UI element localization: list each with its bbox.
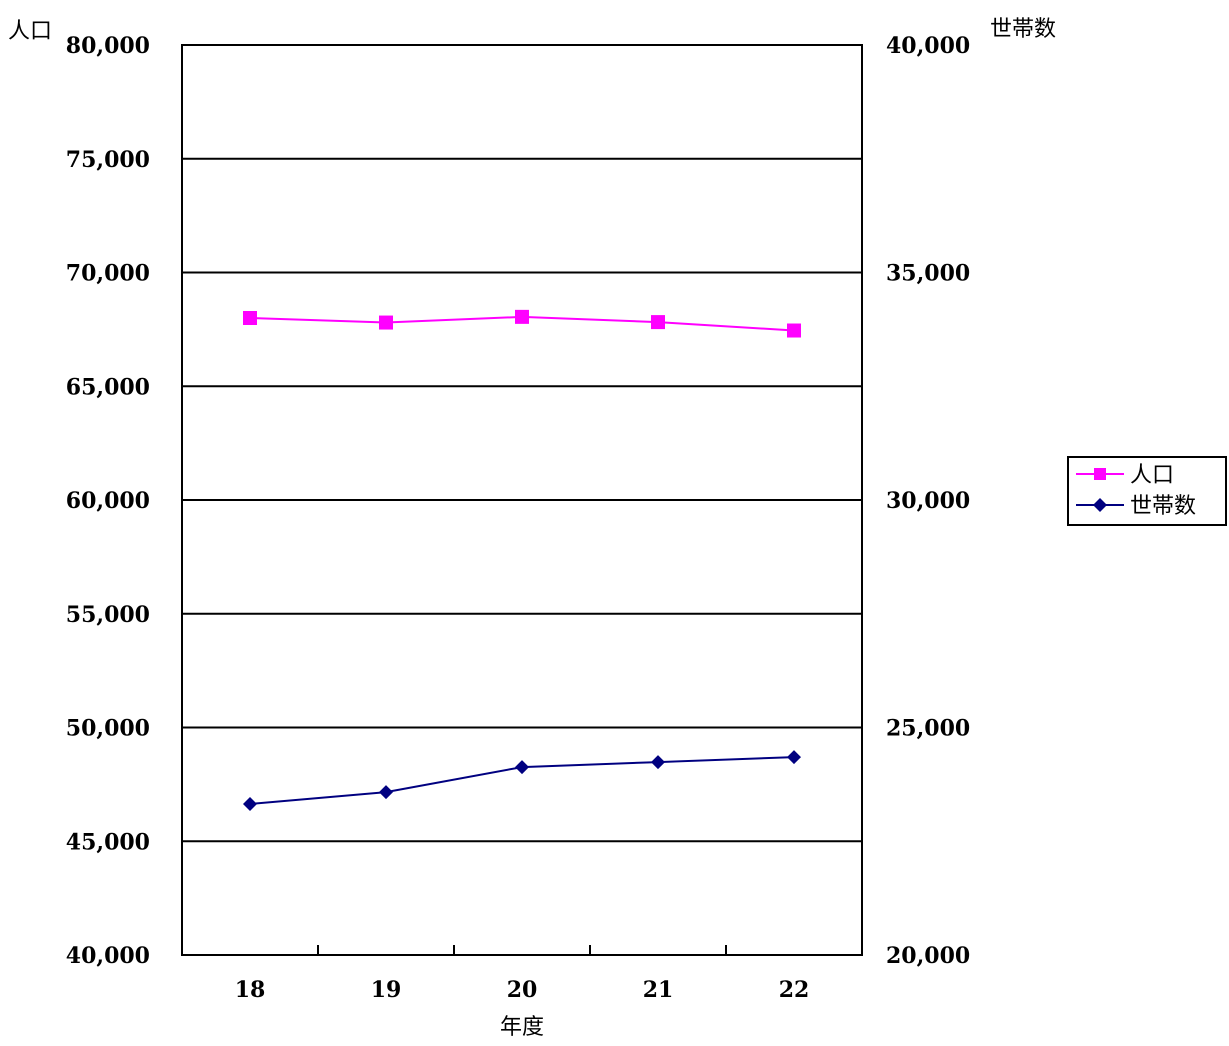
x-tick-label: 22	[779, 977, 810, 1003]
legend-marker-households	[1093, 498, 1107, 512]
series	[243, 309, 801, 811]
x-tick-label: 19	[371, 977, 402, 1003]
y-left-tick-label: 50,000	[66, 716, 150, 742]
legend: 人口 世帯数	[1067, 456, 1227, 526]
legend-label-population: 人口	[1130, 463, 1174, 488]
y-axis-right-tick-labels: 20,000 25,000 30,000 35,000 40,000	[886, 33, 970, 969]
y-right-tick-label: 40,000	[886, 33, 970, 59]
y-left-tick-label: 55,000	[66, 602, 150, 628]
y-right-tick-label: 25,000	[886, 716, 970, 742]
y-left-tick-label: 75,000	[66, 147, 150, 173]
y-left-tick-label: 45,000	[66, 829, 150, 855]
data-point-population	[787, 323, 801, 338]
y-right-tick-label: 30,000	[886, 488, 970, 514]
x-tick-label: 20	[507, 977, 538, 1003]
x-axis-tick-labels: 18 19 20 21 22	[235, 977, 810, 1003]
y-axis-left-title: 人口	[8, 19, 52, 44]
data-point-households	[515, 760, 529, 775]
x-tick-label: 18	[235, 977, 266, 1003]
data-point-population	[243, 311, 257, 325]
data-point-population	[651, 315, 665, 330]
y-right-tick-label: 35,000	[886, 261, 970, 287]
y-axis-left-tick-labels: 40,000 45,000 50,000 55,000 60,000 65,000 70,0…	[66, 33, 150, 969]
y-left-tick-label: 70,000	[66, 261, 150, 287]
data-point-households	[379, 785, 393, 800]
gridlines	[182, 44, 862, 956]
data-point-population	[379, 315, 393, 330]
data-point-population	[515, 309, 529, 324]
y-left-tick-label: 40,000	[66, 943, 150, 969]
x-axis-title: 年度	[500, 1015, 544, 1040]
data-point-households	[243, 796, 257, 811]
plot-area-border	[181, 44, 863, 956]
y-left-tick-label: 80,000	[66, 33, 150, 59]
y-left-tick-label: 65,000	[66, 374, 150, 400]
y-axis-right-title: 世帯数	[990, 17, 1056, 42]
data-point-households	[787, 750, 801, 765]
data-point-households	[651, 755, 665, 770]
x-tick-label: 21	[643, 977, 674, 1003]
y-right-tick-label: 20,000	[886, 943, 970, 969]
legend-marker-population	[1094, 468, 1106, 480]
legend-label-households: 世帯数	[1130, 494, 1196, 519]
x-axis-ticks	[317, 945, 727, 955]
y-left-tick-label: 60,000	[66, 488, 150, 514]
